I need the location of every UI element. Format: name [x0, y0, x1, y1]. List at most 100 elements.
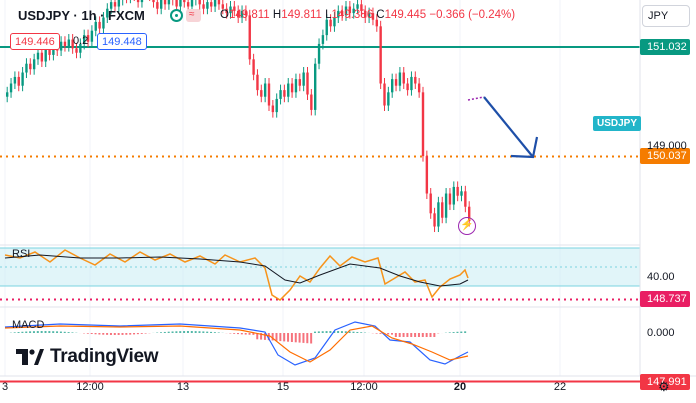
- macd-bar: [460, 331, 463, 333]
- macd-bar: [298, 333, 301, 343]
- candle: [271, 105, 275, 113]
- candle: [464, 191, 467, 207]
- settings-gear-icon[interactable]: ⚙: [658, 379, 670, 394]
- candle: [217, 0, 221, 5]
- macd-bar: [263, 333, 266, 340]
- macd-bar: [294, 333, 297, 343]
- macd-bar: [13, 332, 16, 333]
- macd-bar: [283, 333, 286, 342]
- macd-bar: [287, 333, 290, 342]
- macd-bar: [113, 333, 116, 335]
- x-tick: 20: [453, 381, 467, 393]
- macd-bar: [329, 331, 332, 333]
- candle: [175, 0, 178, 7]
- x-tick: 12:00: [350, 381, 378, 393]
- buy-button[interactable]: 149.448: [97, 33, 147, 50]
- candle: [352, 8, 355, 14]
- candle: [252, 59, 255, 75]
- macd-line: [4, 321, 469, 366]
- candle: [25, 63, 28, 73]
- candle: [71, 39, 74, 49]
- candle: [40, 52, 44, 62]
- candle: [75, 48, 78, 53]
- macd-bar: [233, 333, 236, 334]
- macd-bar: [464, 331, 467, 333]
- market-open-icon[interactable]: [170, 9, 183, 22]
- candle: [448, 193, 452, 205]
- macd-bar: [71, 332, 74, 333]
- macd-bar: [348, 331, 351, 333]
- macd-bar: [391, 333, 393, 335]
- macd-bar: [202, 331, 205, 333]
- symbol-title[interactable]: USDJPY · 1h · FXCM: [18, 8, 145, 23]
- macd-bar: [179, 331, 182, 333]
- macd-bar: [417, 333, 420, 337]
- sell-button[interactable]: 149.446: [10, 33, 60, 50]
- macd-bar: [183, 331, 186, 333]
- candle: [210, 2, 213, 7]
- price-tag: 148.737: [640, 291, 690, 308]
- candle: [67, 39, 70, 47]
- candle: [371, 13, 375, 20]
- macd-bar: [206, 331, 209, 333]
- macd-bar: [140, 333, 143, 334]
- x-tick: 13: [176, 381, 190, 393]
- candle: [29, 63, 32, 70]
- candle: [186, 2, 190, 7]
- candle: [444, 193, 448, 218]
- macd-bar: [94, 333, 97, 335]
- macd-bar: [144, 333, 147, 334]
- forecast-arrow: [483, 96, 534, 158]
- currency-button[interactable]: JPY: [642, 5, 690, 27]
- candle: [360, 4, 363, 11]
- macd-bar: [163, 331, 166, 333]
- rsi-label[interactable]: RSI: [12, 248, 31, 260]
- macd-bar: [429, 333, 432, 337]
- candle: [233, 6, 236, 11]
- macd-bar: [90, 333, 93, 335]
- candle: [356, 4, 359, 9]
- macd-bar: [352, 331, 355, 333]
- macd-bar: [36, 331, 39, 333]
- candle: [433, 213, 436, 227]
- candle: [402, 72, 405, 84]
- candle: [306, 72, 309, 95]
- wave-icon[interactable]: ≈: [186, 9, 201, 22]
- macd-bar: [360, 332, 363, 333]
- candle: [167, 0, 171, 5]
- x-tick: 12:00: [76, 381, 104, 393]
- macd-bar: [306, 333, 309, 344]
- candle: [302, 72, 305, 86]
- candle: [86, 35, 90, 42]
- candle: [287, 83, 290, 97]
- candle: [213, 0, 217, 7]
- candle: [329, 19, 332, 27]
- chart-header: USDJPY · 1h · FXCM ≈ O149.811 H149.811 L…: [0, 0, 640, 32]
- macd-bar: [256, 333, 259, 340]
- candle: [179, 0, 182, 7]
- macd-bar: [106, 333, 109, 335]
- signal-line: [4, 325, 469, 363]
- tradingview-logo[interactable]: TradingView: [16, 346, 159, 368]
- macd-label[interactable]: MACD: [12, 319, 45, 331]
- candle: [98, 21, 101, 29]
- candle: [36, 52, 40, 60]
- macd-bar: [290, 333, 293, 342]
- candle: [90, 30, 94, 42]
- candle: [102, 17, 105, 29]
- macd-bar: [167, 331, 170, 333]
- candle: [337, 10, 340, 18]
- macd-bar: [210, 331, 213, 333]
- macd-bar: [29, 331, 32, 333]
- macd-bar: [406, 333, 409, 337]
- macd-bar: [59, 331, 62, 333]
- macd-bar: [387, 333, 390, 335]
- candle: [414, 76, 417, 84]
- macd-bar: [260, 333, 263, 340]
- candle: [310, 94, 313, 110]
- candle: [152, 0, 155, 3]
- flash-icon[interactable]: ⚡: [458, 217, 476, 235]
- macd-bar: [109, 333, 112, 335]
- price-tag: 147.991: [640, 373, 690, 390]
